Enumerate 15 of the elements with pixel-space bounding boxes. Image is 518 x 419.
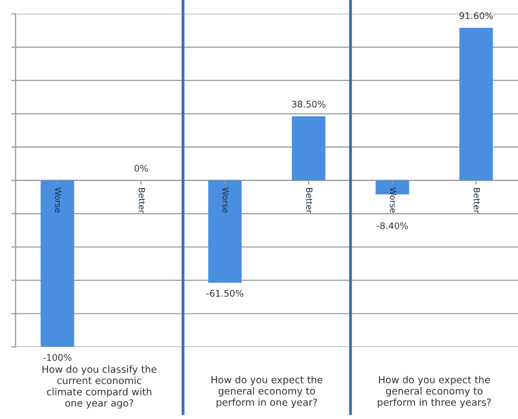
data-label: -8.40%: [376, 222, 408, 230]
x-tick-label: Worse: [54, 188, 62, 213]
x-tick-label: Worse: [390, 188, 396, 213]
x-tick-label: Worse: [222, 188, 229, 213]
x-tick-label: Better: [474, 188, 480, 214]
data-label: 91.60%: [459, 12, 493, 20]
data-label: 38.50%: [292, 100, 326, 108]
data-label: 0%: [134, 164, 148, 172]
x-tick-label: Better: [306, 188, 312, 214]
x-tick-label: Better: [138, 188, 145, 214]
data-label: -61.50%: [206, 290, 244, 297]
data-label: -100%: [43, 354, 72, 361]
text: How do you classify the current economic climate compard with one year ago?: [42, 365, 156, 409]
text: How do you expect the general economy to perform in three years?: [378, 376, 491, 408]
text: How do you expect the general economy to perform in one year?: [212, 376, 322, 408]
